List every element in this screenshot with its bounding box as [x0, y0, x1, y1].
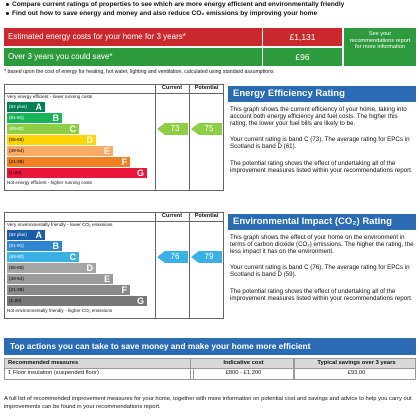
table-cell: £800 - £1,200	[190, 369, 294, 380]
band-letter: G	[136, 296, 144, 306]
bullet: Find out how to save energy and money an…	[12, 10, 318, 17]
band: (81-91) B	[7, 113, 62, 123]
bullet-dot	[6, 3, 9, 6]
band-range: (21-38)	[9, 159, 24, 164]
col-divider	[155, 212, 156, 319]
header-rule	[4, 221, 224, 222]
bottom-label: Not environmentally friendly - higher CO…	[7, 308, 113, 313]
paragraph: The potential rating shows the effect of…	[230, 160, 413, 175]
band: (55-68) D	[7, 135, 96, 145]
section-title: Environmental Impact (CO₂) Rating	[228, 214, 416, 230]
footer-text: A full list of recommended improvement m…	[4, 396, 412, 410]
cost-label: Estimated energy costs for your home for…	[8, 32, 186, 41]
band: (1-20) G	[7, 296, 147, 306]
band-letter: A	[35, 230, 43, 240]
band-range: (69-80)	[9, 254, 24, 259]
band-letter: E	[103, 274, 110, 284]
band-range: (81-91)	[9, 115, 24, 120]
section-title: Energy Efficiency Rating	[228, 86, 416, 102]
cost-value: £1,131	[262, 28, 342, 46]
band: (21-38) F	[7, 157, 130, 167]
band: (81-91) B	[7, 241, 62, 251]
band: (39-54) E	[7, 146, 113, 156]
footnote: * based upon the cost of energy for heat…	[4, 69, 274, 75]
chart-box	[4, 212, 224, 319]
rating-arrow: 79	[191, 251, 222, 263]
paragraph: The potential rating shows the effect of…	[230, 288, 413, 303]
table-cell: 1 Floor insulation (suspended floor)	[4, 369, 194, 380]
top-label: Very environmentally friendly - lower CO…	[7, 222, 113, 227]
band-letter: B	[52, 113, 60, 123]
note-box: See your recommendations report for more…	[344, 28, 416, 66]
paragraph: Your current rating is band C (73). The …	[230, 136, 410, 151]
band-range: (39-54)	[9, 276, 24, 281]
col-divider	[189, 84, 190, 191]
band-letter: D	[86, 263, 94, 273]
header-rule	[4, 93, 224, 94]
bullet: Compare current ratings of properties to…	[12, 1, 345, 8]
chart-box	[4, 84, 224, 191]
col-divider	[189, 212, 190, 319]
band: (69-80) C	[7, 124, 79, 134]
paragraph: This graph shows the effect of your home…	[230, 234, 414, 256]
rating-arrow: 75	[191, 123, 222, 135]
col-header: Current	[161, 85, 183, 91]
band-range: (92 plus)	[9, 232, 27, 237]
col-header: Current	[161, 213, 183, 219]
save-value: £96	[262, 48, 342, 66]
col-header: Potential	[194, 85, 219, 91]
bullet-dot	[6, 12, 9, 15]
rating-arrow: 73	[157, 123, 188, 135]
save-bar	[4, 48, 342, 66]
rating-arrow: 76	[157, 251, 188, 263]
table-cell: £93.00	[294, 369, 416, 380]
band-range: (55-68)	[9, 265, 24, 270]
col-divider	[155, 84, 156, 191]
band-range: (21-38)	[9, 287, 24, 292]
band: (39-54) E	[7, 274, 113, 284]
band-letter: F	[121, 157, 128, 167]
band: (69-80) C	[7, 252, 79, 262]
band: (1-20) G	[7, 168, 147, 178]
save-label: Over 3 years you could save*	[8, 52, 113, 61]
bottom-label: Not energy efficient - higher running co…	[7, 180, 92, 185]
table-header: Recommended measures	[4, 358, 194, 369]
paragraph: This graph shows the current efficiency …	[230, 106, 407, 128]
band-letter: B	[52, 241, 60, 251]
band-range: (39-54)	[9, 148, 24, 153]
band-range: (69-80)	[9, 126, 24, 131]
band: (21-38) F	[7, 285, 130, 295]
top-label: Very energy efficient - lower running co…	[7, 94, 93, 99]
band-range: (1-20)	[9, 170, 22, 175]
actions-title: Top actions you can take to save money a…	[4, 338, 416, 355]
band-letter: G	[136, 168, 144, 178]
band-range: (55-68)	[9, 137, 24, 142]
band-letter: C	[69, 124, 77, 134]
band-letter: F	[121, 285, 128, 295]
table-header: Indicative cost	[190, 358, 294, 369]
band-letter: D	[86, 135, 94, 145]
band-range: (1-20)	[9, 298, 22, 303]
band-range: (81-91)	[9, 243, 24, 248]
band-letter: E	[103, 146, 110, 156]
cost-bar	[4, 28, 342, 46]
band: (55-68) D	[7, 263, 96, 273]
band-letter: C	[69, 252, 77, 262]
band: (92 plus) A	[7, 102, 45, 112]
band: (92 plus) A	[7, 230, 45, 240]
table-header: Typical savings over 3 years	[294, 358, 416, 369]
band-range: (92 plus)	[9, 104, 27, 109]
col-header: Potential	[194, 213, 219, 219]
band-letter: A	[35, 102, 43, 112]
paragraph: Your current rating is band C (76). The …	[230, 264, 410, 279]
